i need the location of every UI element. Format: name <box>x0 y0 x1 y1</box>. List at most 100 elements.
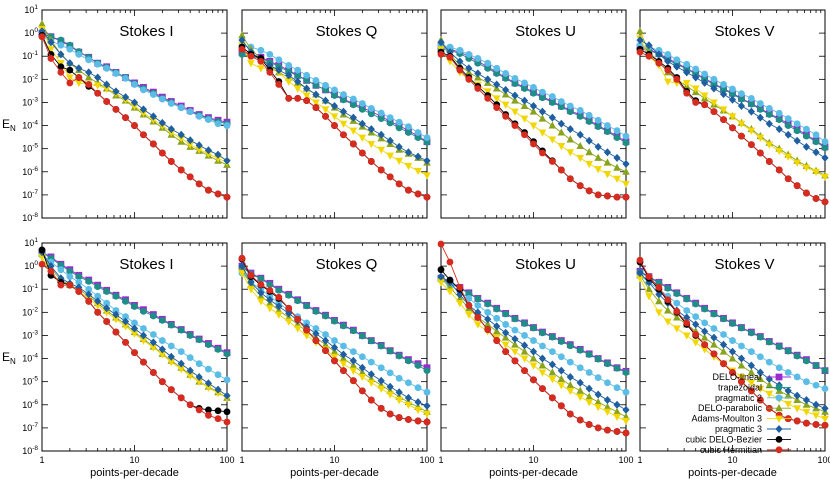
data-point <box>585 111 593 119</box>
data-point <box>103 299 111 307</box>
data-point <box>395 157 403 165</box>
data-point <box>484 326 492 333</box>
data-point <box>331 122 338 129</box>
data-point <box>493 314 501 322</box>
y-tick-label: 10-1 <box>22 50 38 61</box>
data-point <box>349 113 357 122</box>
data-point <box>683 60 691 68</box>
data-point <box>673 62 681 71</box>
data-point <box>322 81 329 89</box>
x-axis-label: points-per-decade <box>489 467 578 479</box>
data-point <box>737 120 746 128</box>
data-point <box>465 50 473 58</box>
legend-marker <box>775 394 783 402</box>
data-point <box>257 65 265 73</box>
data-point <box>377 146 386 154</box>
data-point <box>493 80 501 89</box>
data-point <box>303 76 311 84</box>
data-point <box>566 108 574 116</box>
data-point <box>423 193 431 201</box>
data-point <box>238 262 246 271</box>
data-point <box>330 102 339 111</box>
data-point <box>729 320 736 327</box>
data-point <box>793 352 801 360</box>
data-point <box>247 52 255 60</box>
data-point <box>112 328 120 336</box>
panel-1-stokes-i: 101 100 10-1 10-2 10-3 10-4 10-5 10-6 10-7 10-8 St… <box>22 4 231 223</box>
data-point <box>349 367 358 375</box>
data-point <box>613 400 621 409</box>
data-point <box>57 68 65 76</box>
data-point <box>502 85 510 94</box>
data-point <box>710 325 718 332</box>
data-point <box>405 379 412 387</box>
data-point <box>205 116 212 124</box>
data-point <box>293 325 302 333</box>
data-point <box>404 393 413 402</box>
data-point <box>622 429 630 437</box>
data-point <box>340 342 347 350</box>
data-point <box>812 412 820 420</box>
data-point <box>728 113 737 121</box>
data-point <box>664 78 672 86</box>
data-point <box>802 408 811 416</box>
data-point <box>377 109 385 117</box>
data-point <box>700 346 709 354</box>
data-point <box>529 354 538 362</box>
data-point <box>85 277 93 285</box>
data-point <box>493 305 501 313</box>
data-point <box>367 396 375 404</box>
plot-frame <box>440 242 627 452</box>
y-tick-label: 10-2 <box>22 73 38 84</box>
data-point <box>737 354 746 363</box>
data-point <box>423 388 431 396</box>
data-point <box>664 306 672 314</box>
data-point <box>303 84 311 93</box>
data-point <box>645 41 653 50</box>
data-point <box>812 148 820 157</box>
data-point <box>367 158 375 165</box>
data-point <box>747 94 755 102</box>
data-point <box>103 318 111 325</box>
data-point <box>613 364 621 372</box>
data-point <box>195 406 203 414</box>
x-axis-label: points-per-decade <box>90 467 179 479</box>
data-point <box>710 333 718 342</box>
data-point <box>622 417 630 426</box>
data-point <box>214 155 222 163</box>
data-point <box>747 329 755 337</box>
data-point <box>521 367 528 375</box>
data-point <box>484 64 492 72</box>
data-point <box>492 327 501 335</box>
data-point <box>673 313 681 321</box>
data-point <box>683 319 691 327</box>
data-point <box>720 85 727 93</box>
legend-label: cubic Hermitian <box>700 445 762 455</box>
series-pragmatic-2 <box>38 251 231 384</box>
data-point <box>784 153 792 161</box>
data-point <box>186 136 194 145</box>
data-point <box>793 373 801 381</box>
data-point <box>312 329 320 338</box>
data-point <box>484 308 492 316</box>
data-point <box>94 283 102 290</box>
data-point <box>140 307 147 315</box>
data-point <box>275 302 283 311</box>
data-point <box>331 337 338 344</box>
data-point <box>613 413 621 422</box>
data-point <box>312 76 320 84</box>
data-point <box>247 278 255 287</box>
data-point <box>349 356 357 365</box>
data-point <box>821 138 829 146</box>
data-point <box>75 79 83 88</box>
data-point <box>613 127 621 135</box>
panel-title: Stokes Q <box>316 23 378 40</box>
legend-label: Adams-Moulton 3 <box>691 414 762 424</box>
data-point <box>266 305 274 313</box>
data-point <box>321 336 330 345</box>
data-point <box>149 140 157 148</box>
data-point <box>775 147 784 156</box>
data-point <box>205 365 212 373</box>
legend-entry-pragmatic-2: pragmatic 2 <box>715 393 791 403</box>
